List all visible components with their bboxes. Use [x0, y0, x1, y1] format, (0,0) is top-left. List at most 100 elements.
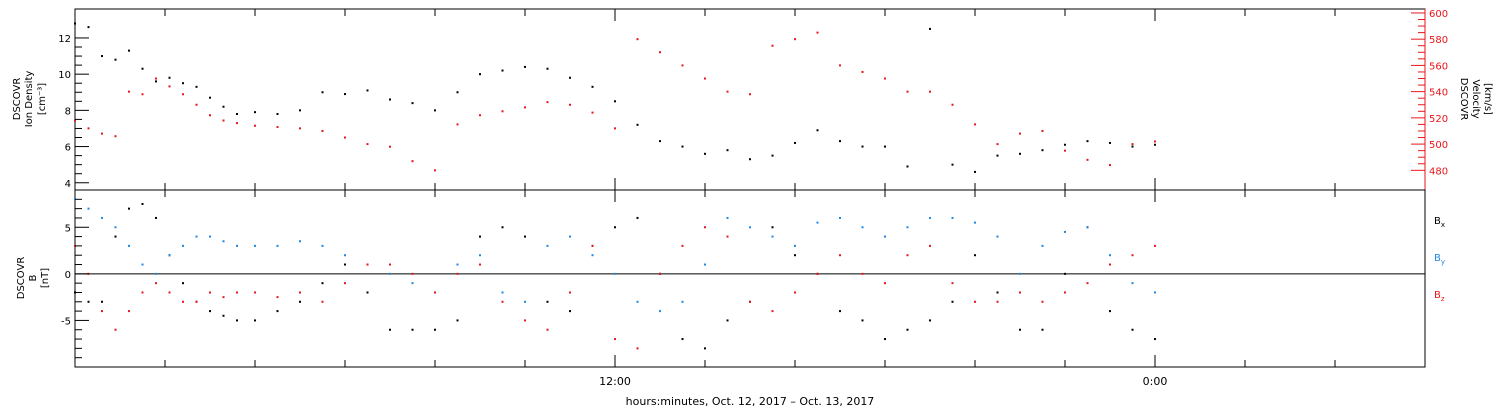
density-point — [794, 141, 796, 144]
density-point — [155, 80, 157, 83]
density-point — [704, 152, 706, 155]
density-point — [276, 112, 279, 115]
velocity-point — [974, 123, 976, 126]
density-point — [299, 109, 301, 112]
density-point — [659, 140, 661, 143]
velocity-point — [434, 169, 436, 172]
by-point — [591, 254, 594, 257]
bx-point — [1019, 328, 1021, 331]
by-point — [749, 226, 751, 229]
b-tick-label: -5 — [61, 316, 71, 327]
velocity-point — [501, 110, 504, 113]
bz-point — [236, 291, 238, 294]
velocity-point — [524, 106, 526, 109]
density-point — [114, 58, 117, 61]
density-point — [929, 27, 931, 30]
by-point — [128, 244, 130, 247]
velocity-tick-label: 600 — [1429, 9, 1448, 20]
by-point — [182, 244, 184, 247]
density-point — [906, 165, 909, 168]
velocity-point — [114, 135, 117, 138]
bx-point — [861, 319, 864, 322]
bottom-data-points — [74, 198, 1156, 350]
density-point — [434, 109, 436, 112]
velocity-point — [182, 93, 184, 96]
bz-point — [195, 300, 198, 303]
by-point — [794, 244, 796, 247]
velocity-tick-label: 580 — [1429, 35, 1448, 46]
legend-bz: Bz — [1434, 290, 1445, 303]
by-point — [1064, 230, 1066, 233]
bz-point — [659, 272, 661, 275]
velocity-point — [128, 90, 130, 93]
density-tick-label: 12 — [58, 34, 71, 45]
b-tick-label: 0 — [65, 270, 71, 281]
bx-point — [434, 328, 436, 331]
bx-point — [222, 314, 225, 317]
velocity-point — [614, 127, 616, 130]
velocity-point — [569, 103, 571, 106]
bx-point — [276, 310, 279, 313]
bx-point — [1041, 328, 1044, 331]
density-ylabel-line2: Ion Density — [24, 71, 35, 128]
bx-point — [182, 282, 184, 285]
bz-point — [456, 272, 459, 275]
density-point — [1064, 143, 1066, 146]
density-point — [456, 91, 459, 94]
density-point — [614, 100, 616, 103]
bx-point — [546, 300, 549, 303]
bz-point — [794, 291, 796, 294]
bx-point — [1131, 328, 1134, 331]
density-point — [1154, 143, 1156, 146]
by-point — [951, 216, 954, 219]
bz-point — [1086, 282, 1089, 285]
by-point — [861, 226, 864, 229]
density-point — [321, 91, 324, 94]
by-point — [236, 244, 238, 247]
velocity-point — [884, 77, 886, 80]
density-point — [195, 85, 198, 88]
bx-point — [771, 226, 774, 229]
density-point — [569, 76, 571, 79]
velocity-tick-label: 560 — [1429, 61, 1448, 72]
b-legend: Bx By Bz — [1434, 216, 1445, 303]
velocity-point — [771, 44, 774, 47]
velocity-point — [1086, 158, 1089, 161]
density-point — [479, 73, 481, 76]
velocity-point — [389, 145, 391, 148]
bx-point — [366, 291, 369, 294]
density-point — [128, 49, 130, 52]
by-point — [209, 235, 211, 238]
density-point — [524, 65, 526, 68]
velocity-tick-label: 540 — [1429, 88, 1448, 99]
velocity-point — [794, 38, 796, 41]
density-point — [1131, 145, 1134, 148]
by-point — [974, 221, 976, 224]
bz-point — [839, 254, 841, 257]
velocity-point — [816, 31, 819, 34]
density-point — [749, 158, 751, 161]
velocity-point — [996, 143, 999, 146]
bz-point — [101, 310, 103, 313]
velocity-point — [861, 70, 864, 73]
bz-point — [636, 347, 639, 350]
velocity-point — [951, 103, 954, 106]
density-point — [681, 145, 684, 148]
bx-point — [996, 291, 999, 294]
bx-point — [839, 310, 841, 313]
velocity-point — [1064, 149, 1066, 152]
density-point — [366, 89, 369, 92]
velocity-ylabel-line1: DSCOVR — [1458, 78, 1469, 121]
by-point — [87, 207, 90, 210]
by-point — [155, 272, 157, 275]
by-point — [344, 254, 346, 257]
velocity-point — [141, 93, 144, 96]
bx-point — [299, 300, 301, 303]
bx-point — [479, 235, 481, 238]
velocity-point — [155, 77, 157, 80]
bz-point — [1019, 291, 1021, 294]
bx-point — [344, 263, 346, 266]
b-ylabel-line2: B — [28, 274, 39, 281]
bx-point — [726, 319, 729, 322]
bx-point — [114, 235, 117, 238]
